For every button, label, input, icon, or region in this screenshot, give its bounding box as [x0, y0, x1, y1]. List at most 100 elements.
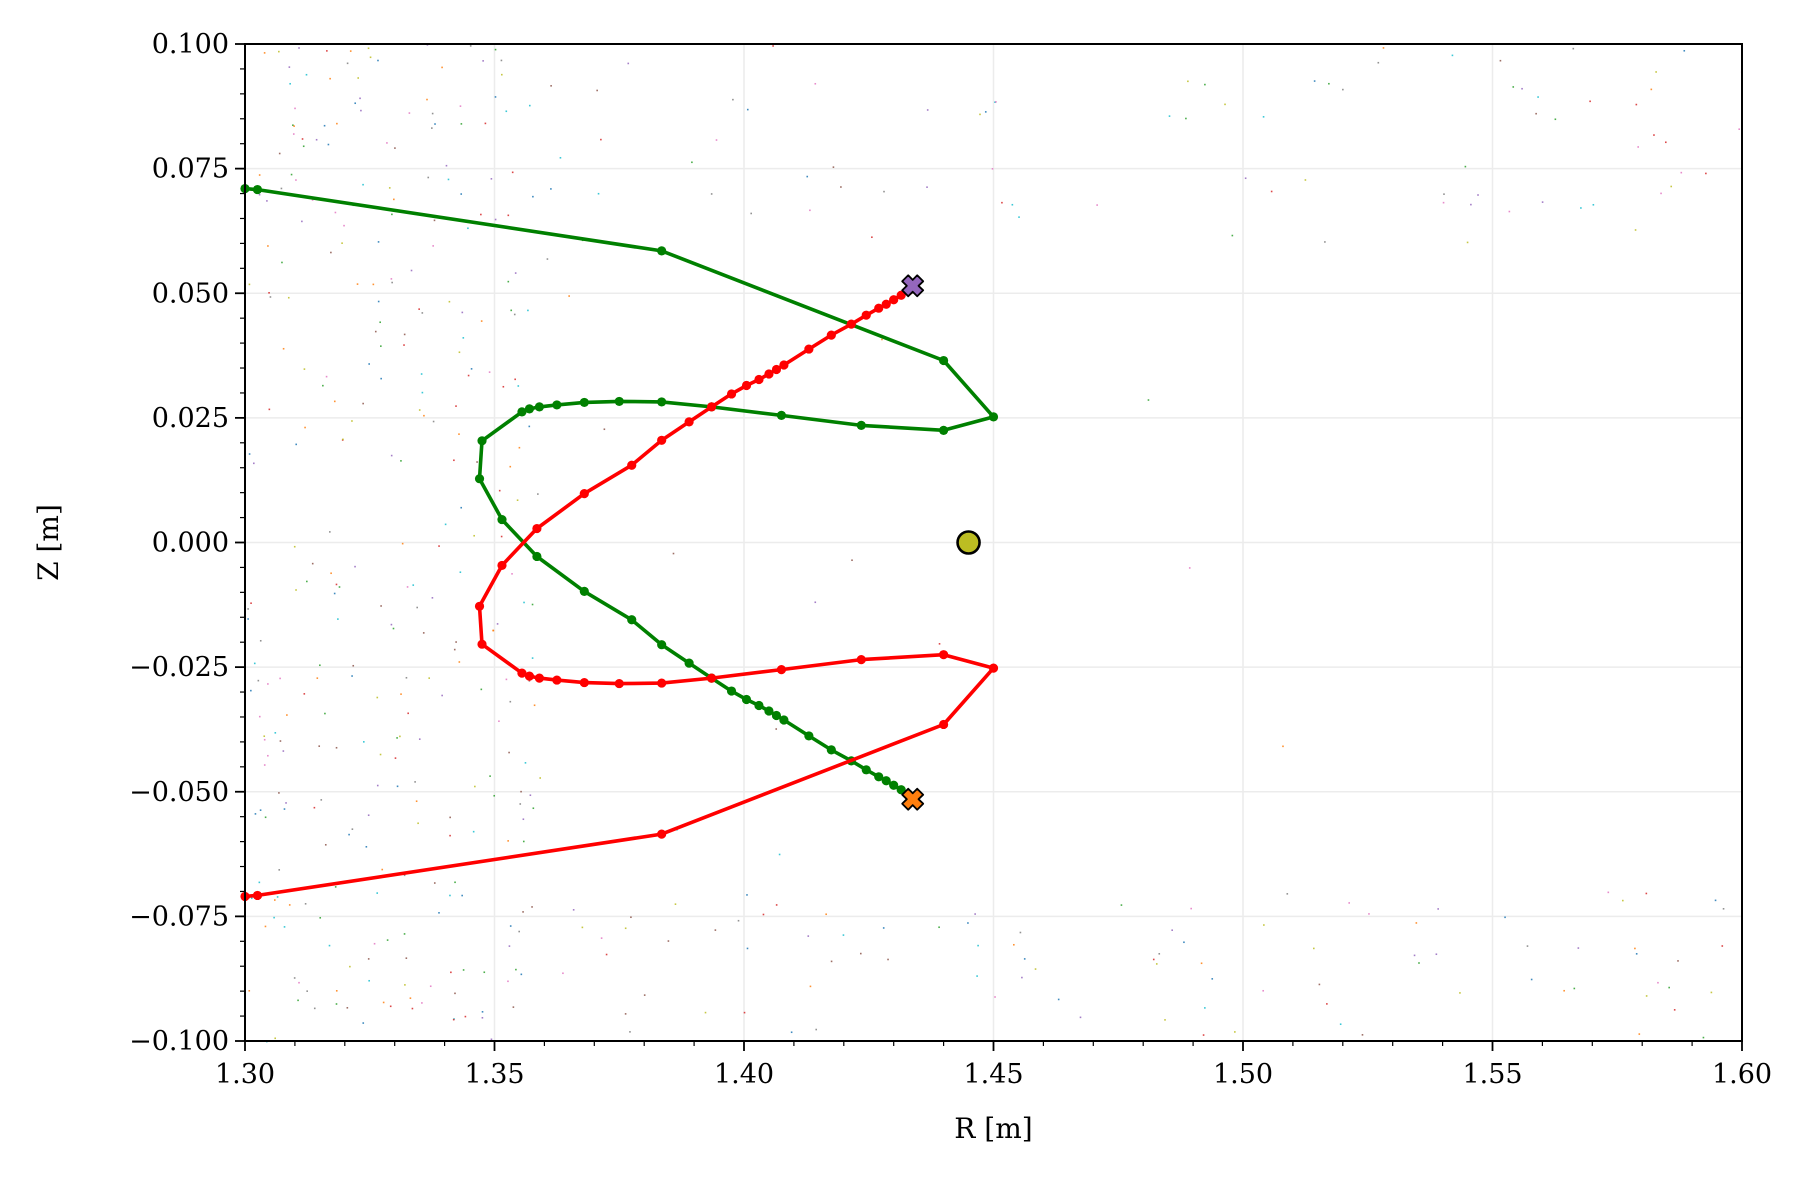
scatter-dot: [362, 1022, 365, 1024]
scatter-dot: [1443, 193, 1445, 195]
scatter-dot: [509, 925, 512, 927]
scatter-dot: [1234, 1031, 1236, 1033]
scatter-dot: [293, 977, 296, 979]
scatter-dot: [974, 913, 976, 915]
scatter-dot: [1722, 908, 1725, 910]
scatter-dot: [1705, 172, 1707, 175]
scatter-dot: [460, 123, 463, 125]
scatter-dot: [926, 109, 929, 111]
scatter-dot: [714, 929, 717, 931]
scatter-dot: [319, 916, 322, 919]
scatter-dot: [467, 227, 469, 230]
scatter-dot: [511, 573, 513, 575]
series-point: [764, 369, 774, 379]
scatter-dot: [267, 683, 269, 685]
scatter-dot: [1738, 128, 1740, 130]
series-point: [474, 474, 485, 484]
scatter-dot: [672, 552, 675, 555]
scatter-dot: [295, 179, 297, 181]
scatter-dot: [346, 1006, 349, 1009]
scatter-dot: [1650, 88, 1653, 91]
scatter-dot: [600, 138, 602, 141]
scatter-dot: [389, 1005, 392, 1008]
scatter-dot: [483, 971, 486, 974]
scatter-dot: [596, 89, 598, 92]
scatter-dot: [1120, 904, 1123, 906]
y-tick-label: −0.050: [129, 777, 229, 808]
scatter-dot: [306, 990, 308, 992]
scatter-dot: [359, 97, 361, 100]
series-point: [252, 890, 263, 901]
scatter-dot: [1204, 1007, 1206, 1009]
x-tick-label: 1.60: [1712, 1059, 1772, 1090]
scatter-dot: [336, 122, 338, 125]
axis-ticks: 1.30 1.35 1.40 1.45 1.50 1.55 1.60 0.100 0.075 0.…: [129, 29, 1772, 1090]
scatter-dot: [529, 794, 532, 797]
scatter-dot: [1415, 922, 1418, 924]
series-point: [657, 829, 667, 839]
scatter-dot: [1057, 998, 1060, 1001]
scatter-dot: [328, 944, 331, 947]
scatter-dot: [352, 664, 355, 667]
scatter-dot: [303, 368, 306, 370]
scatter-dot: [464, 1015, 467, 1018]
scatter-dot: [428, 677, 431, 679]
scatter-dot: [1342, 88, 1344, 91]
scatter-dot: [380, 345, 382, 347]
series-point: [804, 731, 814, 741]
scatter-dot: [432, 245, 434, 247]
series-point: [657, 640, 667, 650]
scatter-dot: [367, 958, 370, 960]
scatter-dot: [1413, 954, 1416, 957]
scatter-dot: [629, 1031, 631, 1033]
scatter-dot: [1521, 87, 1523, 90]
scatter-dot: [550, 85, 552, 87]
scatter-dot: [1318, 983, 1321, 986]
scatter-dot: [518, 930, 520, 933]
scatter-dot: [505, 110, 508, 113]
scatter-dot: [807, 935, 810, 937]
grid-lines: [245, 44, 1742, 1041]
scatter-dot: [967, 922, 969, 924]
scatter-dot: [377, 300, 380, 303]
series-point: [779, 715, 789, 725]
scatter-dot: [365, 845, 368, 848]
scatter-dot: [480, 688, 483, 691]
scatter-dot: [710, 193, 713, 195]
scatter-dot: [382, 1001, 385, 1004]
scatter-dot: [1339, 1023, 1342, 1026]
scatter-dot: [388, 187, 391, 189]
scatter-dot: [528, 425, 531, 428]
series-point: [988, 663, 999, 673]
scatter-dot: [938, 926, 940, 929]
scatter-dot: [1670, 185, 1673, 188]
scatter-dot: [772, 45, 774, 47]
x-tick-label: 1.50: [1213, 1059, 1273, 1090]
series-point: [988, 412, 999, 422]
series-point: [474, 601, 485, 611]
scatter-dot: [1721, 945, 1724, 947]
scatter-dot: [502, 385, 505, 388]
scatter-dot: [926, 186, 928, 188]
series-point: [856, 420, 866, 430]
scatter-dot: [431, 127, 433, 129]
scatter-dot: [319, 664, 321, 667]
series-point: [754, 700, 764, 711]
scatter-dot: [1451, 54, 1454, 57]
scatter-dot: [250, 689, 252, 692]
scatter-dot: [516, 499, 519, 501]
series-point: [706, 402, 717, 412]
scatter-dot: [562, 972, 564, 975]
scatter-dot: [445, 164, 448, 167]
scatter-dot: [280, 187, 283, 190]
scatter-dot: [883, 190, 885, 193]
scatter-dot: [750, 212, 752, 215]
scatter-dot: [377, 59, 379, 62]
scatter-dot: [453, 648, 456, 651]
scatter-dot: [522, 818, 525, 821]
series-point: [684, 417, 694, 427]
scatter-dot: [462, 337, 465, 339]
scatter-dot: [674, 903, 677, 905]
scatter-dot: [288, 66, 291, 68]
scatter-dot: [458, 351, 461, 354]
